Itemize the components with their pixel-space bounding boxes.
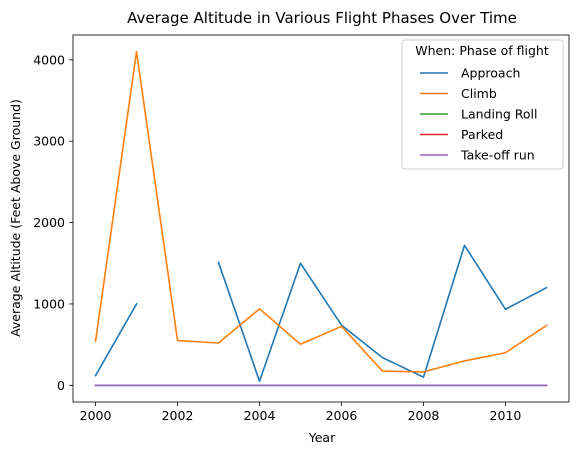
- x-tick-label: 2000: [80, 408, 112, 423]
- chart-title: Average Altitude in Various Flight Phase…: [127, 9, 517, 27]
- y-tick-label: 1000: [33, 296, 65, 311]
- legend: When: Phase of flight Approach Climb Landi…: [401, 39, 564, 170]
- x-axis-label: Year: [308, 430, 336, 445]
- y-axis-ticks: 0 1000 2000 3000 4000: [33, 52, 73, 393]
- legend-item-approach: Approach: [420, 66, 520, 81]
- x-tick-label: 2002: [162, 408, 194, 423]
- x-axis-ticks: 2000 2002 2004 2006 2008 2010: [80, 402, 522, 423]
- legend-label: Take-off run: [460, 148, 535, 163]
- plot-frame: [72, 34, 570, 403]
- x-tick-label: 2004: [244, 408, 276, 423]
- series-line-approach: [94, 244, 548, 383]
- series-layer: [94, 50, 548, 387]
- legend-item-landing-roll: Landing Roll: [420, 107, 538, 122]
- y-axis-label: Average Altitude (Feet Above Ground): [8, 99, 23, 337]
- x-tick-label: 2006: [326, 408, 358, 423]
- x-tick-label: 2008: [408, 408, 440, 423]
- y-tick-label: 4000: [33, 52, 65, 67]
- legend-item-parked: Parked: [420, 127, 503, 142]
- y-tick-label: 2000: [33, 215, 65, 230]
- series-climb: [94, 50, 548, 373]
- legend-label: Landing Roll: [461, 107, 538, 122]
- y-tick-label: 0: [57, 378, 65, 393]
- legend-item-climb: Climb: [420, 86, 497, 101]
- series-approach: [94, 244, 548, 383]
- legend-item-take-off-run: Take-off run: [420, 148, 535, 163]
- legend-label: Climb: [461, 86, 497, 101]
- legend-items: Approach Climb Landing Roll Parked Take-off …: [420, 66, 538, 163]
- legend-title: When: Phase of flight: [415, 43, 549, 58]
- legend-label: Parked: [461, 127, 503, 142]
- legend-label: Approach: [461, 66, 520, 81]
- series-line-climb: [94, 50, 548, 373]
- plot-area: 2000 2002 2004 2006 2008 2010 0 1000 2000 3000 40…: [33, 34, 570, 423]
- x-tick-label: 2010: [490, 408, 522, 423]
- y-tick-label: 3000: [33, 134, 65, 149]
